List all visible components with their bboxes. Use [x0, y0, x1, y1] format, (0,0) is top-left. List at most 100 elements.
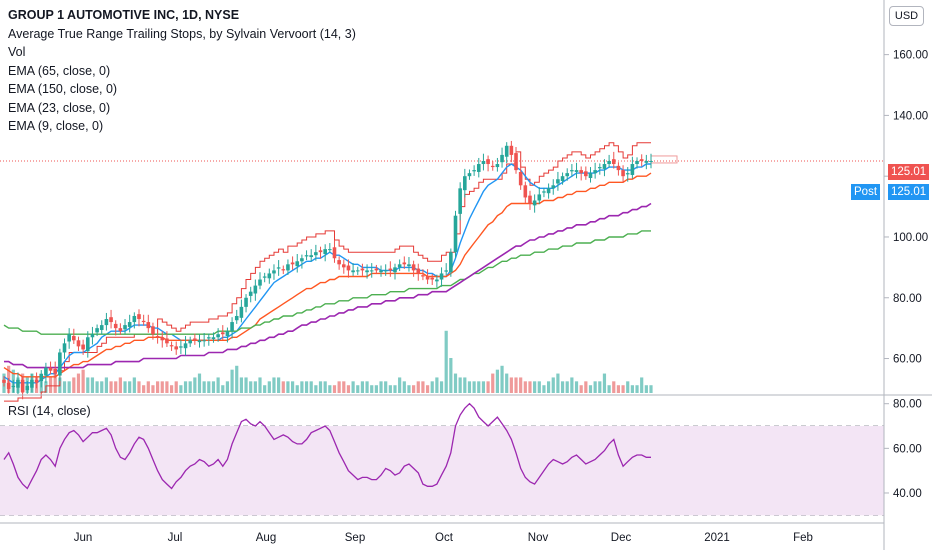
volume-bar: [90, 377, 95, 393]
volume-bar: [533, 381, 537, 393]
time-tick-label: Aug: [256, 532, 276, 544]
currency-button[interactable]: USD: [889, 6, 924, 26]
rsi-tick-label: 40.00: [893, 488, 922, 500]
candle-body: [444, 270, 448, 272]
volume-bar: [328, 385, 332, 393]
volume-bar: [225, 381, 230, 393]
candle: [607, 154, 611, 168]
candle-body: [639, 159, 644, 161]
candle: [309, 249, 314, 262]
candle: [234, 309, 239, 324]
candle-body: [225, 331, 230, 337]
candle: [188, 336, 192, 347]
volume-bar: [277, 377, 281, 393]
legend-indicator-ema65[interactable]: EMA (65, close, 0): [8, 63, 111, 78]
volume-bar: [430, 381, 434, 393]
candle-body: [20, 379, 25, 392]
volume-bar: [607, 385, 611, 393]
candle-body: [211, 337, 216, 340]
candle-body: [44, 367, 48, 376]
time-tick-label: 2021: [704, 532, 730, 544]
candle: [127, 314, 132, 333]
candle-body: [323, 249, 327, 254]
volume-bar: [602, 373, 607, 393]
candle: [565, 168, 570, 181]
candle-body: [481, 160, 486, 165]
candle: [365, 264, 369, 279]
candle-body: [309, 255, 314, 258]
time-tick-label: Sep: [345, 532, 365, 544]
volume-bar: [425, 385, 430, 393]
chart-title[interactable]: GROUP 1 AUTOMOTIVE INC, 1D, NYSE: [8, 8, 240, 22]
candle: [39, 370, 44, 388]
candle-body: [351, 270, 355, 273]
volume-bar: [230, 369, 234, 393]
candle-body: [314, 252, 318, 256]
candle-body: [11, 385, 16, 388]
candle: [211, 332, 216, 343]
candle: [518, 164, 523, 190]
volume-bar: [142, 385, 146, 393]
volume-bar: [109, 381, 113, 393]
candle: [146, 314, 151, 333]
candle-body: [402, 262, 407, 265]
legend-indicator-ema23[interactable]: EMA (23, close, 0): [8, 100, 111, 115]
candle-body: [160, 337, 165, 341]
ema-65-close-0-line: [3, 230, 651, 335]
candle-body: [630, 164, 635, 175]
volume-bar: [453, 373, 458, 393]
legend-indicator-ema150[interactable]: EMA (150, close, 0): [8, 82, 118, 96]
legend-indicator-volume[interactable]: Vol: [8, 45, 26, 59]
candle: [649, 153, 653, 169]
candle-body: [449, 252, 453, 273]
legend-indicator-ema9[interactable]: EMA (9, close, 0): [8, 119, 104, 133]
candle: [402, 256, 407, 269]
volume-bar: [132, 377, 136, 393]
volume-bar: [104, 377, 109, 393]
volume-bar: [500, 365, 504, 393]
candle-body: [113, 323, 118, 329]
candle: [25, 381, 30, 394]
volume-bar: [612, 381, 616, 393]
candle-body: [500, 154, 504, 163]
candle-body: [39, 373, 44, 382]
candle: [416, 263, 421, 281]
candle: [621, 165, 625, 183]
volume-bar: [435, 377, 439, 393]
candle: [113, 320, 118, 336]
candle-body: [579, 170, 583, 174]
volume-bar: [467, 381, 472, 393]
volume-bar: [360, 381, 365, 393]
volume-bar: [635, 385, 639, 393]
candle-body: [341, 264, 346, 268]
candles[interactable]: [2, 140, 653, 400]
candle-body: [99, 325, 104, 330]
candle: [528, 190, 532, 210]
candle-body: [337, 260, 341, 265]
candle: [556, 171, 560, 191]
legend-indicator-atr-stops[interactable]: Average True Range Trailing Stops, by Sy…: [8, 26, 356, 41]
volume-bar: [407, 385, 411, 393]
time-tick-label: Feb: [793, 532, 813, 544]
ema-lines: [3, 163, 652, 384]
rsi-legend[interactable]: RSI (14, close): [8, 404, 91, 418]
candle: [486, 155, 490, 172]
volume-bar: [528, 381, 532, 393]
volume-bar: [48, 377, 53, 393]
volume-bar: [118, 377, 122, 393]
candle-body: [230, 322, 234, 332]
candle-body: [616, 165, 621, 171]
volume-bar: [337, 381, 341, 393]
candle: [602, 159, 607, 177]
candle-body: [416, 268, 421, 274]
candle-body: [355, 270, 360, 272]
volume-bar: [439, 381, 444, 393]
candle: [584, 166, 588, 180]
volume-bar: [630, 385, 634, 393]
candle: [169, 341, 174, 351]
candle-body: [602, 164, 607, 169]
candle-body: [118, 328, 123, 332]
candle: [67, 328, 71, 349]
volume-bar: [356, 385, 360, 393]
